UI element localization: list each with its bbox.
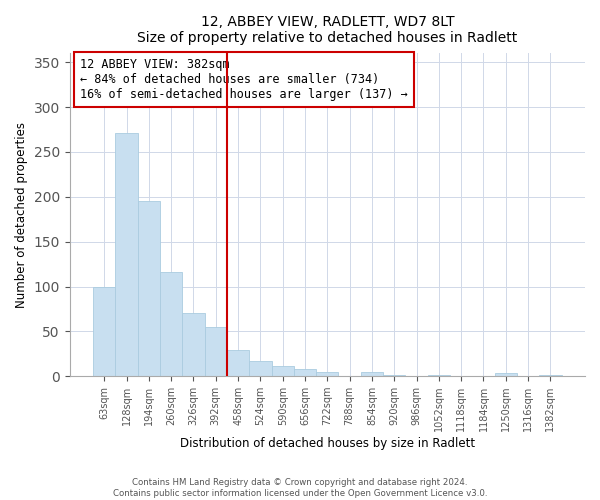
Text: 12 ABBEY VIEW: 382sqm
← 84% of detached houses are smaller (734)
16% of semi-det: 12 ABBEY VIEW: 382sqm ← 84% of detached … xyxy=(80,58,408,101)
Bar xyxy=(115,133,137,376)
Bar xyxy=(272,366,294,376)
Bar xyxy=(249,361,272,376)
Y-axis label: Number of detached properties: Number of detached properties xyxy=(15,122,28,308)
Bar xyxy=(227,350,249,376)
Bar xyxy=(160,272,182,376)
Bar xyxy=(494,372,517,376)
Bar xyxy=(316,372,338,376)
Bar xyxy=(294,369,316,376)
Bar xyxy=(182,314,205,376)
Title: 12, ABBEY VIEW, RADLETT, WD7 8LT
Size of property relative to detached houses in: 12, ABBEY VIEW, RADLETT, WD7 8LT Size of… xyxy=(137,15,517,45)
Bar xyxy=(205,327,227,376)
Bar xyxy=(361,372,383,376)
Bar xyxy=(137,202,160,376)
X-axis label: Distribution of detached houses by size in Radlett: Distribution of detached houses by size … xyxy=(180,437,475,450)
Bar xyxy=(93,286,115,376)
Text: Contains HM Land Registry data © Crown copyright and database right 2024.
Contai: Contains HM Land Registry data © Crown c… xyxy=(113,478,487,498)
